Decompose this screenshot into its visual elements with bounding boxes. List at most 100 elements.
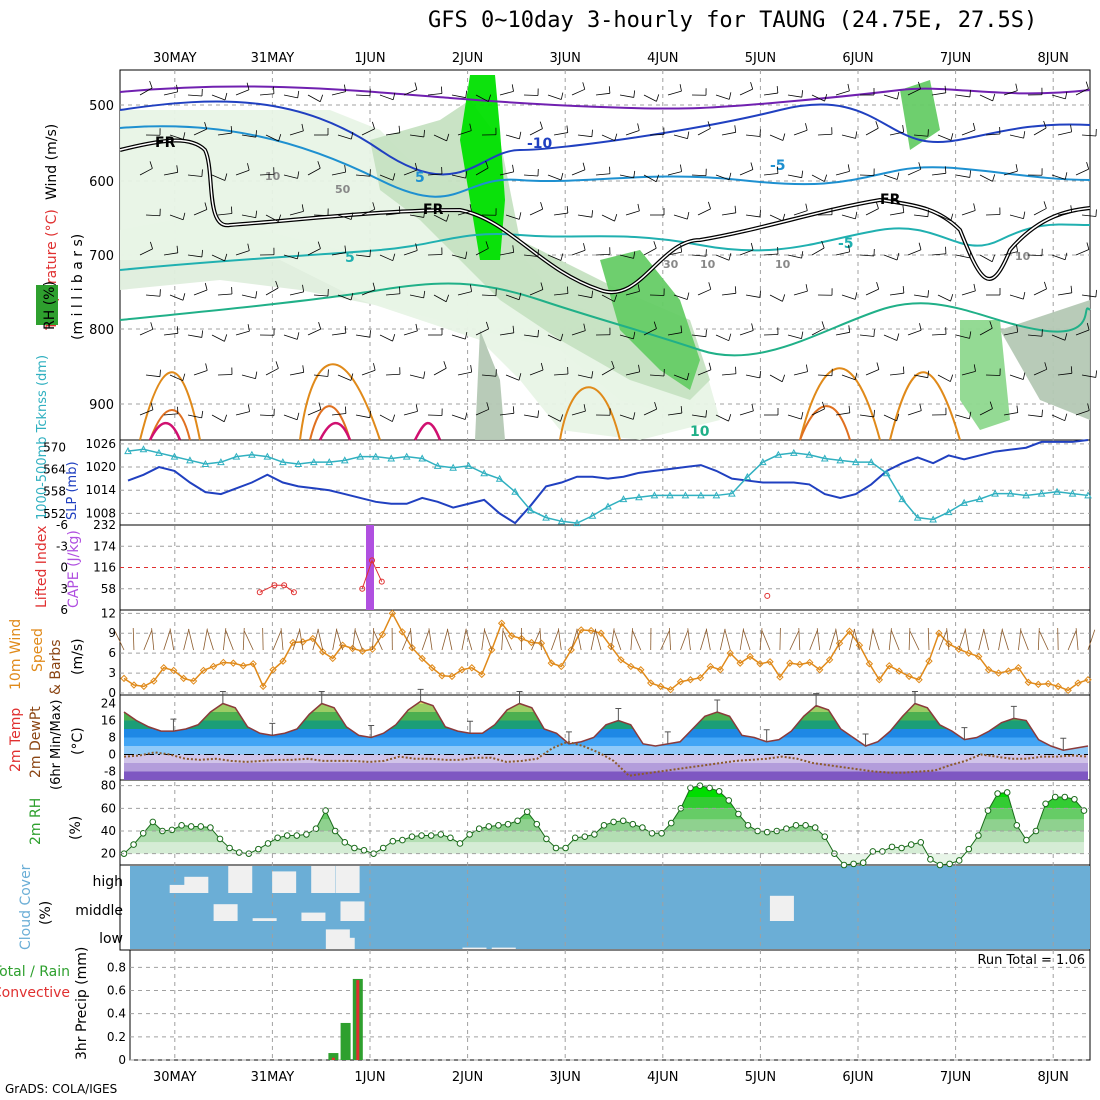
- wind-speed-point: [309, 634, 317, 643]
- wind-barb-flag: [821, 240, 825, 249]
- wind-barb-shaft: [841, 214, 856, 220]
- rh-point: [802, 822, 809, 829]
- slp-tick: 1008: [85, 506, 116, 520]
- wind-barb-flag: [1095, 370, 1098, 378]
- wind-speed-point: [766, 658, 774, 666]
- rh-point: [514, 817, 521, 825]
- slp-tick: 1026: [85, 437, 116, 451]
- wind-barb-flag: [441, 86, 443, 94]
- wind-barb-flag: [655, 174, 660, 182]
- wind-barb-flag: [275, 361, 279, 369]
- thickness-point: [728, 489, 736, 497]
- wind-barb-10m: [719, 628, 726, 651]
- wind-barb-10m: [853, 628, 860, 651]
- thickness-point: [418, 454, 427, 462]
- thickness-point: [495, 474, 504, 482]
- wind-barb-shaft: [523, 334, 538, 338]
- thickness-point: [882, 469, 891, 477]
- wind-barb-shaft: [361, 289, 376, 296]
- wind-barb-flag: [350, 292, 354, 301]
- wind-barb-flag: [896, 413, 900, 422]
- wind-barb-flag: [805, 203, 808, 211]
- wind-barb-10m: [1067, 630, 1077, 651]
- bottom-day-label: 1JUN: [354, 1070, 385, 1085]
- wind-barb-shaft: [187, 334, 202, 338]
- rh-point: [379, 844, 387, 852]
- wind-barb-flag: [989, 401, 993, 409]
- li-point: [281, 582, 288, 589]
- wind-barb-shaft: [1027, 254, 1043, 257]
- wind-barb-shaft: [139, 409, 154, 416]
- wind-barb-shaft: [235, 330, 250, 336]
- wind-barb-shaft: [841, 374, 856, 381]
- rh-point: [495, 822, 502, 829]
- wind-speed-point: [925, 657, 933, 665]
- wind-barb-10m: [188, 628, 194, 651]
- wind-barb-flag: [423, 129, 425, 137]
- wind-barb-10m: [888, 628, 892, 651]
- wind-barb-shaft: [307, 167, 321, 176]
- rh-point: [264, 840, 272, 847]
- wind-barb-shaft: [139, 87, 153, 96]
- wind-speed-point: [1054, 682, 1062, 691]
- top-day-label: 5JUN: [745, 51, 776, 66]
- wind-barb-shaft: [361, 208, 375, 216]
- bottom-day-label: 31MAY: [251, 1070, 295, 1085]
- wind-barb-shaft: [649, 374, 664, 377]
- wind-barb-flag: [150, 322, 154, 330]
- wind-barb-shaft: [913, 294, 928, 298]
- wind-barb-10m: [501, 628, 504, 651]
- contour-label: 10: [775, 258, 791, 271]
- wind-barb-shaft: [721, 373, 736, 376]
- thickness-point: [1037, 489, 1046, 497]
- wind-barb-shaft: [955, 174, 970, 178]
- wind-barb-flag: [896, 92, 900, 100]
- rh-point: [965, 845, 973, 853]
- wind-barb-10m: [700, 629, 707, 651]
- wind-barb-shaft: [907, 249, 922, 256]
- wind-barb-shaft: [691, 254, 706, 257]
- isotherm-m5: [119, 125, 1091, 198]
- wind-barb-flag: [1043, 201, 1047, 209]
- wind-barb-flag: [247, 243, 250, 251]
- bottom-day-label: 7JUN: [940, 1070, 971, 1085]
- precip-tick: 0.6: [107, 984, 126, 998]
- rh-point: [879, 848, 886, 855]
- wind-barb-shaft: [217, 213, 232, 216]
- wind-barb-shaft: [883, 174, 898, 180]
- isotherm-0: [119, 223, 1091, 271]
- wind-barb-shaft: [403, 89, 418, 96]
- wind-barb-flag: [296, 412, 300, 420]
- rh-band: [124, 842, 1084, 854]
- wind-barb-shaft: [187, 414, 202, 419]
- wind-barb-flag: [201, 330, 204, 338]
- wind-barb-10m: [1001, 629, 1009, 651]
- contour-label: FR: [155, 135, 176, 151]
- wind-barb-flag: [518, 373, 522, 381]
- wind-frame: [119, 609, 1091, 696]
- wind-barb-shaft: [865, 288, 879, 296]
- thickness-point: [248, 450, 256, 458]
- wind-barb-flag: [231, 206, 233, 214]
- wind-barb-flag: [470, 365, 473, 373]
- wind-barb-10m: [761, 630, 771, 651]
- cloud-level-high: high: [92, 874, 123, 890]
- wind-barb-shaft: [715, 414, 729, 422]
- temp-band: [124, 771, 1088, 780]
- wind-barb-shaft: [241, 374, 256, 380]
- wind-barb-shaft: [235, 169, 250, 176]
- temp-band: [124, 763, 1088, 772]
- wind-speed-point: [845, 627, 854, 635]
- wind-barb-flag: [637, 284, 640, 292]
- wind-barb-flag: [297, 90, 300, 98]
- thickness-point: [371, 452, 380, 460]
- wind-barb-shaft: [217, 293, 232, 296]
- wind-barb-shaft: [331, 332, 346, 336]
- rh-point: [571, 834, 579, 842]
- wind-barb-flag: [567, 286, 569, 294]
- wind-barb-shaft: [379, 334, 393, 342]
- wind-barb-shaft: [961, 370, 976, 376]
- wind-tick: 9: [108, 626, 116, 640]
- thickness-point: [913, 513, 922, 521]
- wind-barb-flag: [392, 92, 396, 100]
